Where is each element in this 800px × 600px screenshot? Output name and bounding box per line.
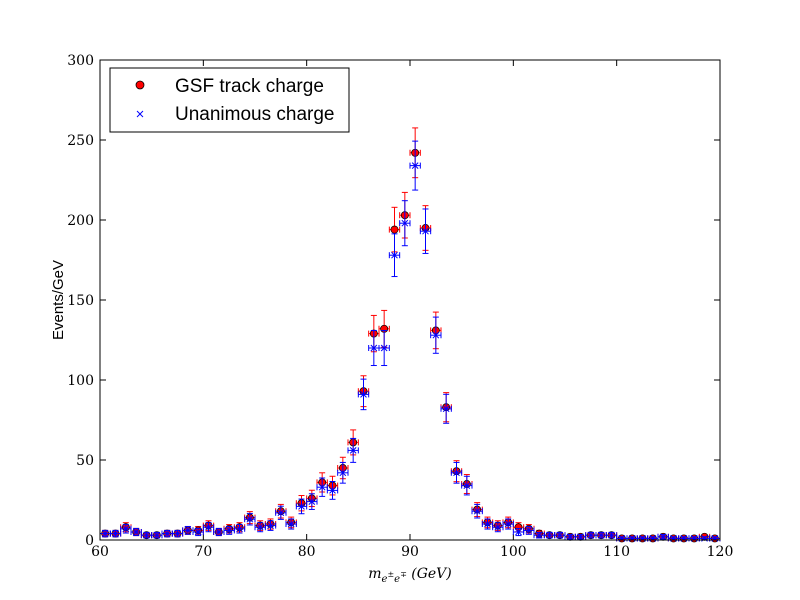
plot-frame: [99, 59, 721, 541]
legend-box: [109, 67, 350, 133]
legend-marker-gsf: [135, 80, 145, 90]
data-point-unanimous: [515, 528, 522, 536]
y-tick-label: 0: [85, 533, 94, 549]
data-point-unanimous: [608, 531, 615, 539]
data-point-unanimous: [360, 391, 367, 398]
data-point-unanimous: [546, 531, 553, 539]
data-point-unanimous: [329, 487, 336, 494]
x-tick-label: 120: [707, 544, 734, 560]
data-point-unanimous: [339, 469, 347, 477]
data-point-unanimous: [246, 515, 254, 523]
data-point-unanimous: [577, 533, 584, 541]
data-point-unanimous: [122, 525, 130, 533]
legend-marker-unanimous: [136, 110, 144, 118]
x-tick-label: 70: [194, 544, 212, 560]
data-point-unanimous: [298, 503, 305, 510]
legend-label-unanimous: Unanimous charge: [175, 104, 334, 125]
tick-labels: 60 70 80 90 100 110 120 0 50 100 150 200 250 300: [67, 53, 733, 560]
data-point-unanimous: [525, 527, 533, 534]
data-point-unanimous: [432, 331, 440, 339]
data-point-unanimous: [267, 522, 274, 529]
data-point-unanimous: [318, 483, 326, 491]
data-point-unanimous: [401, 219, 409, 227]
x-tick-label: 60: [91, 544, 109, 560]
data-point-unanimous: [484, 520, 491, 528]
data-point-unanimous: [112, 530, 119, 537]
legend-label-gsf: GSF track charge: [175, 76, 324, 97]
data-point-unanimous: [370, 344, 378, 352]
series-unanimous: [99, 140, 721, 542]
data-point-unanimous: [380, 344, 388, 352]
data-point-unanimous: [132, 528, 140, 536]
data-point-unanimous: [236, 525, 243, 533]
y-tick-label: 150: [67, 293, 94, 309]
data-point-unanimous: [205, 523, 212, 531]
legend: GSF track charge Unanimous charge: [109, 67, 350, 133]
data-point-unanimous: [225, 527, 233, 534]
data-point-unanimous: [143, 531, 150, 539]
data-layer: [99, 127, 721, 543]
y-tick-label: 50: [76, 453, 94, 469]
data-point-unanimous: [153, 531, 161, 539]
data-point-unanimous: [101, 530, 109, 537]
data-point-unanimous: [184, 527, 192, 534]
data-point-unanimous: [566, 533, 574, 541]
x-axis-label: me±e∓ (GeV): [368, 566, 451, 585]
data-point-unanimous: [349, 447, 357, 454]
data-point-unanimous: [535, 531, 543, 539]
x-tick-label: 110: [603, 544, 630, 560]
data-point-unanimous: [411, 162, 419, 169]
data-point-unanimous: [163, 530, 171, 537]
data-point-unanimous: [504, 520, 512, 528]
data-point-gsf: [390, 225, 399, 234]
data-point-unanimous: [494, 523, 502, 531]
data-point-unanimous: [391, 251, 398, 259]
data-point-unanimous: [556, 531, 564, 539]
series-gsf: [99, 127, 721, 543]
x-tick-label: 80: [298, 544, 316, 560]
data-point-unanimous: [597, 531, 605, 539]
data-point-unanimous: [463, 482, 471, 489]
data-point-unanimous: [453, 469, 460, 477]
data-point-unanimous: [587, 531, 595, 539]
data-point-unanimous: [256, 523, 264, 531]
data-point-unanimous: [422, 227, 429, 235]
x-tick-label: 100: [500, 544, 527, 560]
data-point-unanimous: [194, 528, 202, 536]
y-tick-label: 250: [67, 133, 94, 149]
y-tick-label: 100: [67, 373, 94, 389]
x-tick-label: 90: [401, 544, 419, 560]
data-point-unanimous: [277, 509, 285, 517]
y-tick-label: 300: [67, 53, 94, 69]
data-point-unanimous: [473, 507, 481, 515]
y-tick-label: 200: [67, 213, 94, 229]
data-point-unanimous: [287, 520, 295, 528]
data-point-unanimous: [442, 405, 450, 413]
data-point-unanimous: [659, 533, 667, 541]
data-point-unanimous: [174, 530, 181, 537]
y-axis-label: Events/GeV: [50, 260, 67, 340]
data-point-unanimous: [215, 528, 223, 536]
data-point-unanimous: [308, 498, 316, 505]
